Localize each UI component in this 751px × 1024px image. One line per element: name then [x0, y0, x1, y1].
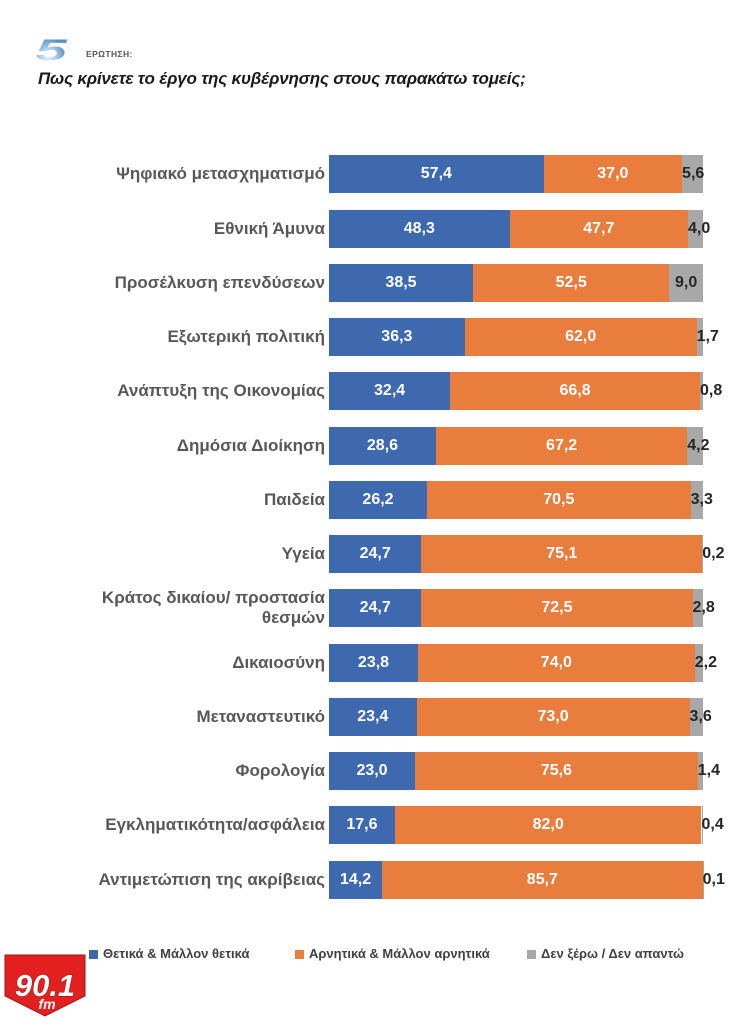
svg-text:5: 5	[36, 34, 68, 66]
svg-text:fm: fm	[38, 996, 55, 1012]
